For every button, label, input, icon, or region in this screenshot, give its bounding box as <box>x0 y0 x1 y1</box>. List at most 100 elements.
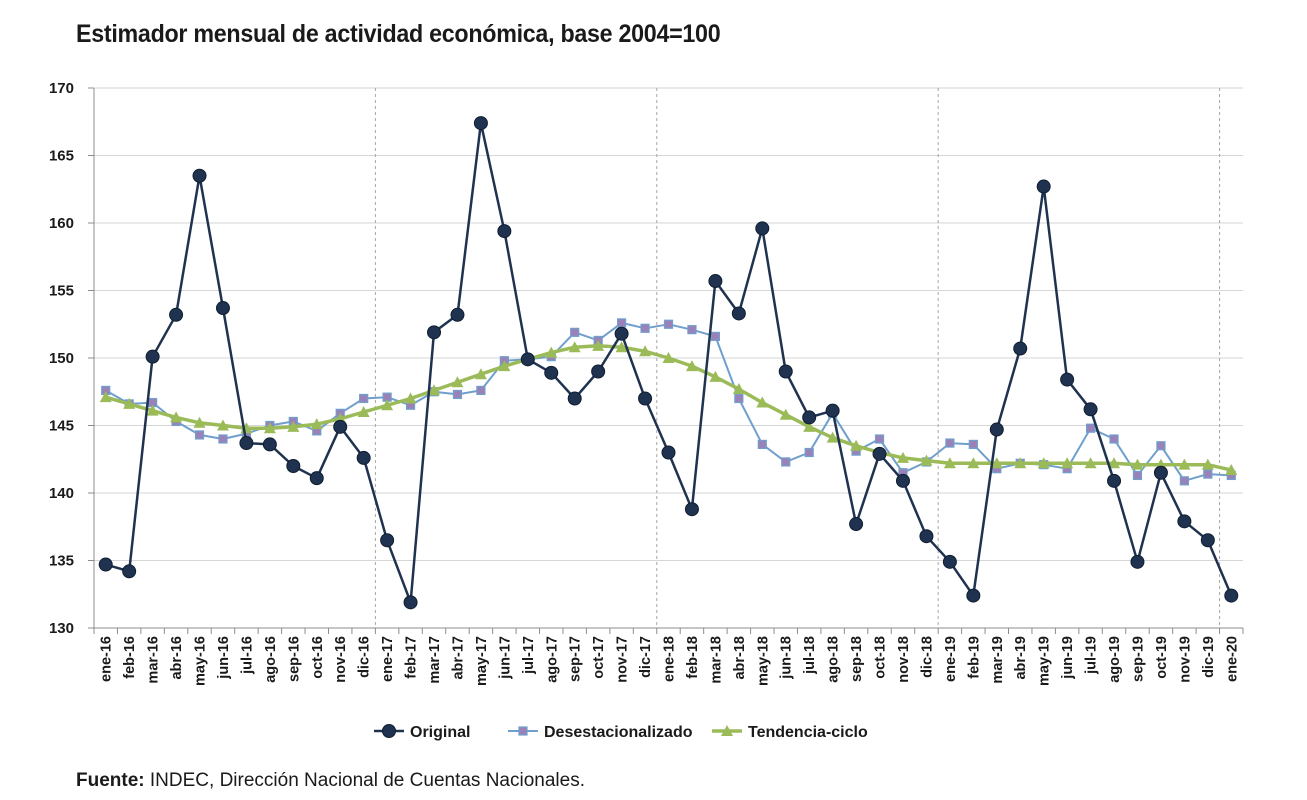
x-tick-label: mar-17 <box>427 636 443 684</box>
data-point <box>451 376 464 388</box>
data-point <box>567 391 582 406</box>
data-point <box>474 368 487 380</box>
data-point <box>544 365 559 380</box>
x-tick-label: feb-18 <box>685 636 701 679</box>
x-tick-label: ene-17 <box>380 636 396 682</box>
data-point <box>592 339 605 351</box>
x-tick-label: ene-19 <box>943 636 959 682</box>
data-point <box>968 439 978 449</box>
data-point <box>661 445 676 460</box>
data-point <box>687 325 697 335</box>
data-point <box>1203 469 1213 479</box>
data-point <box>498 360 511 372</box>
x-tick-label: sep-16 <box>286 636 302 682</box>
data-point <box>825 403 840 418</box>
legend-item: Desestacionalizado <box>508 724 693 741</box>
x-tick-label: mar-18 <box>708 636 724 684</box>
data-point <box>1013 341 1028 356</box>
data-point <box>1037 457 1050 469</box>
data-point <box>262 437 277 452</box>
x-tick-label: jul-17 <box>521 636 537 675</box>
x-tick-label: jun-19 <box>1060 636 1076 680</box>
data-point <box>170 411 183 423</box>
legend-marker <box>382 724 396 738</box>
data-point <box>98 557 113 572</box>
data-point <box>333 419 348 434</box>
data-point <box>380 533 395 548</box>
series-original <box>98 116 1239 610</box>
data-point <box>874 434 885 444</box>
series-desestacionalizado <box>101 318 1236 486</box>
x-tick-label: may-18 <box>755 636 771 686</box>
source-text: INDEC, Dirección Nacional de Cuentas Nac… <box>149 770 585 791</box>
data-point <box>216 419 229 431</box>
x-tick-label: jul-19 <box>1084 636 1100 675</box>
data-point <box>1130 554 1145 569</box>
x-tick-label: ene-16 <box>99 636 115 682</box>
x-tick-label: may-17 <box>474 636 490 686</box>
data-point <box>756 396 769 408</box>
data-point <box>779 408 792 420</box>
data-point <box>309 471 324 486</box>
x-tick-label: feb-17 <box>404 636 420 679</box>
x-tick-label: nov-16 <box>333 636 349 683</box>
data-point <box>990 457 1003 469</box>
data-point <box>966 588 981 603</box>
y-tick-label: 160 <box>49 215 74 232</box>
axes: 130 135 140 145 150 155 160 165 170 ene-16 feb-16 m… <box>49 80 1244 686</box>
y-tick-label: 155 <box>49 283 74 300</box>
data-point <box>570 327 580 337</box>
data-point <box>568 341 581 353</box>
data-point <box>710 331 720 341</box>
data-point <box>239 436 254 451</box>
data-point <box>614 326 629 341</box>
legend-item: Original <box>374 724 470 741</box>
y-tick-label: 135 <box>49 553 74 570</box>
legend-label: Original <box>410 724 470 741</box>
data-point <box>803 420 816 432</box>
data-point <box>778 364 793 379</box>
y-tick-label: 150 <box>49 350 74 367</box>
data-point <box>1201 458 1214 470</box>
x-tick-label: oct-16 <box>310 636 326 679</box>
data-point <box>850 439 863 451</box>
x-tick-label: nov-17 <box>615 636 631 683</box>
x-tick-label: abr-17 <box>450 636 466 680</box>
x-tick-label: dic-19 <box>1201 636 1217 678</box>
data-point <box>1036 179 1051 194</box>
x-tick-label: nov-19 <box>1177 636 1193 683</box>
data-point <box>1200 533 1215 548</box>
y-tick-label: 170 <box>49 80 74 97</box>
data-point <box>1178 458 1191 470</box>
chart-title: Estimador mensual de actividad económica… <box>76 20 721 48</box>
x-tick-label: feb-16 <box>122 636 138 679</box>
data-point <box>146 404 159 416</box>
data-point <box>450 307 465 322</box>
data-point <box>1131 458 1144 470</box>
data-point <box>1084 457 1097 469</box>
data-point <box>732 383 745 395</box>
x-tick-label: oct-19 <box>1154 636 1170 679</box>
x-tick-label: abr-19 <box>1013 636 1029 680</box>
data-point <box>356 450 371 465</box>
data-point <box>895 473 910 488</box>
x-tick-label: feb-19 <box>966 636 982 679</box>
data-point <box>215 301 230 316</box>
data-point <box>497 224 512 239</box>
data-point <box>617 318 627 328</box>
data-point <box>802 410 817 425</box>
x-tick-label: dic-18 <box>919 636 935 678</box>
data-point <box>967 457 980 469</box>
data-point <box>218 434 228 444</box>
data-point <box>1225 464 1238 476</box>
x-tick-label: sep-17 <box>568 636 584 682</box>
data-point <box>731 306 746 321</box>
x-tick-label: jun-17 <box>497 636 513 680</box>
legend-marker <box>518 726 528 736</box>
data-point <box>310 418 323 430</box>
x-tick-label: jul-18 <box>802 636 818 675</box>
data-point <box>639 345 652 357</box>
series-tendencia-ciclo <box>99 339 1238 476</box>
data-point <box>1224 588 1239 603</box>
data-point <box>662 352 675 363</box>
